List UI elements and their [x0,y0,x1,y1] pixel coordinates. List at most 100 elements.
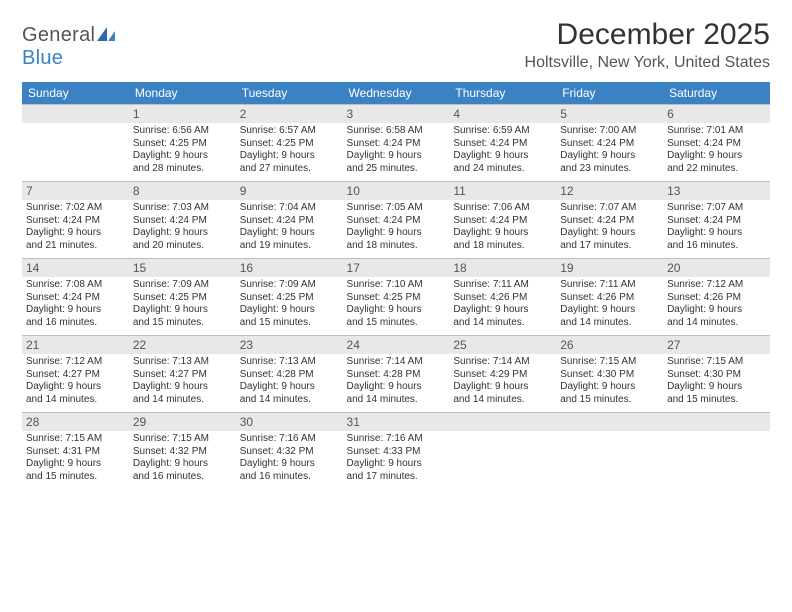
logo-word-blue: Blue [22,47,63,69]
day-cell-inner: 26Sunrise: 7:15 AMSunset: 4:30 PMDayligh… [556,336,663,412]
sunset-line: Sunset: 4:24 PM [347,215,446,228]
daylight-line: Daylight: 9 hours [560,227,659,240]
week-row: 14Sunrise: 7:08 AMSunset: 4:24 PMDayligh… [22,259,770,336]
day-cell: 27Sunrise: 7:15 AMSunset: 4:30 PMDayligh… [663,336,770,413]
sunrise-line: Sunrise: 7:13 AM [240,356,339,369]
day-cell-inner: 21Sunrise: 7:12 AMSunset: 4:27 PMDayligh… [22,336,129,412]
daylight-line: Daylight: 9 hours [26,304,125,317]
day-cell-inner: 10Sunrise: 7:05 AMSunset: 4:24 PMDayligh… [343,182,450,258]
day-number: 8 [129,182,236,200]
day-number: 13 [663,182,770,200]
sunrise-line: Sunrise: 7:09 AM [240,279,339,292]
daylight-line: and 16 minutes. [133,471,232,484]
daylight-line: and 15 minutes. [133,317,232,330]
day-number: 18 [449,259,556,277]
sunrise-line: Sunrise: 6:56 AM [133,125,232,138]
day-cell-inner: 8Sunrise: 7:03 AMSunset: 4:24 PMDaylight… [129,182,236,258]
daylight-line: and 17 minutes. [347,471,446,484]
daylight-line: Daylight: 9 hours [347,304,446,317]
sunset-line: Sunset: 4:24 PM [26,292,125,305]
daylight-line: Daylight: 9 hours [453,227,552,240]
sunrise-line: Sunrise: 7:14 AM [453,356,552,369]
daylight-line: and 27 minutes. [240,163,339,176]
page-header: General Blue December 2025 Holtsville, N… [22,18,770,72]
day-number: 14 [22,259,129,277]
day-cell-inner: 18Sunrise: 7:11 AMSunset: 4:26 PMDayligh… [449,259,556,335]
sunrise-line: Sunrise: 7:07 AM [667,202,766,215]
sunrise-line: Sunrise: 7:11 AM [560,279,659,292]
weekday-label: Sunday [22,82,129,105]
calendar-table: Sunday Monday Tuesday Wednesday Thursday… [22,82,770,489]
title-block: December 2025 Holtsville, New York, Unit… [525,18,770,72]
daylight-line: Daylight: 9 hours [667,304,766,317]
day-cell: 28Sunrise: 7:15 AMSunset: 4:31 PMDayligh… [22,413,129,490]
sunset-line: Sunset: 4:24 PM [453,215,552,228]
day-cell-inner: 17Sunrise: 7:10 AMSunset: 4:25 PMDayligh… [343,259,450,335]
day-cell: 6Sunrise: 7:01 AMSunset: 4:24 PMDaylight… [663,105,770,182]
day-cell: 20Sunrise: 7:12 AMSunset: 4:26 PMDayligh… [663,259,770,336]
empty-day-bar [449,413,556,431]
calendar-page: General Blue December 2025 Holtsville, N… [0,0,792,507]
sunset-line: Sunset: 4:33 PM [347,446,446,459]
daylight-line: Daylight: 9 hours [240,304,339,317]
day-cell: 12Sunrise: 7:07 AMSunset: 4:24 PMDayligh… [556,182,663,259]
day-cell: 17Sunrise: 7:10 AMSunset: 4:25 PMDayligh… [343,259,450,336]
weekday-label: Tuesday [236,82,343,105]
day-cell [663,413,770,490]
day-cell: 30Sunrise: 7:16 AMSunset: 4:32 PMDayligh… [236,413,343,490]
day-cell-inner: 30Sunrise: 7:16 AMSunset: 4:32 PMDayligh… [236,413,343,489]
daylight-line: and 25 minutes. [347,163,446,176]
daylight-line: and 15 minutes. [560,394,659,407]
daylight-line: and 14 minutes. [26,394,125,407]
daylight-line: and 14 minutes. [560,317,659,330]
daylight-line: Daylight: 9 hours [453,304,552,317]
daylight-line: Daylight: 9 hours [133,227,232,240]
sunset-line: Sunset: 4:31 PM [26,446,125,459]
daylight-line: Daylight: 9 hours [26,381,125,394]
daylight-line: Daylight: 9 hours [240,227,339,240]
daylight-line: and 19 minutes. [240,240,339,253]
daylight-line: and 18 minutes. [453,240,552,253]
day-cell: 9Sunrise: 7:04 AMSunset: 4:24 PMDaylight… [236,182,343,259]
sunset-line: Sunset: 4:28 PM [240,369,339,382]
day-cell: 25Sunrise: 7:14 AMSunset: 4:29 PMDayligh… [449,336,556,413]
daylight-line: and 14 minutes. [453,394,552,407]
day-cell [22,105,129,182]
sunrise-line: Sunrise: 7:14 AM [347,356,446,369]
day-cell-inner: 4Sunrise: 6:59 AMSunset: 4:24 PMDaylight… [449,105,556,181]
day-cell-inner: 7Sunrise: 7:02 AMSunset: 4:24 PMDaylight… [22,182,129,258]
day-number: 24 [343,336,450,354]
sunset-line: Sunset: 4:25 PM [240,138,339,151]
day-cell-inner: 25Sunrise: 7:14 AMSunset: 4:29 PMDayligh… [449,336,556,412]
day-cell: 19Sunrise: 7:11 AMSunset: 4:26 PMDayligh… [556,259,663,336]
sunrise-line: Sunrise: 7:10 AM [347,279,446,292]
sunset-line: Sunset: 4:25 PM [240,292,339,305]
sunrise-line: Sunrise: 7:15 AM [133,433,232,446]
week-row: 28Sunrise: 7:15 AMSunset: 4:31 PMDayligh… [22,413,770,490]
weekday-label: Wednesday [343,82,450,105]
location-subtitle: Holtsville, New York, United States [525,54,770,72]
sunset-line: Sunset: 4:24 PM [240,215,339,228]
daylight-line: Daylight: 9 hours [560,150,659,163]
daylight-line: and 14 minutes. [453,317,552,330]
day-cell: 23Sunrise: 7:13 AMSunset: 4:28 PMDayligh… [236,336,343,413]
sunrise-line: Sunrise: 7:08 AM [26,279,125,292]
weekday-label: Friday [556,82,663,105]
daylight-line: Daylight: 9 hours [347,458,446,471]
day-number: 15 [129,259,236,277]
daylight-line: and 22 minutes. [667,163,766,176]
sunset-line: Sunset: 4:27 PM [26,369,125,382]
daylight-line: Daylight: 9 hours [667,381,766,394]
sunset-line: Sunset: 4:24 PM [453,138,552,151]
sunrise-line: Sunrise: 7:11 AM [453,279,552,292]
day-number: 16 [236,259,343,277]
sunrise-line: Sunrise: 7:16 AM [240,433,339,446]
daylight-line: and 20 minutes. [133,240,232,253]
logo-sail-icon [97,27,115,46]
day-number: 4 [449,105,556,123]
day-cell: 10Sunrise: 7:05 AMSunset: 4:24 PMDayligh… [343,182,450,259]
day-cell-inner: 16 Sunrise: 7:09 AMSunset: 4:25 PMDayligh… [236,259,343,335]
day-number: 5 [556,105,663,123]
month-title: December 2025 [525,18,770,52]
sunrise-line: Sunrise: 6:57 AM [240,125,339,138]
